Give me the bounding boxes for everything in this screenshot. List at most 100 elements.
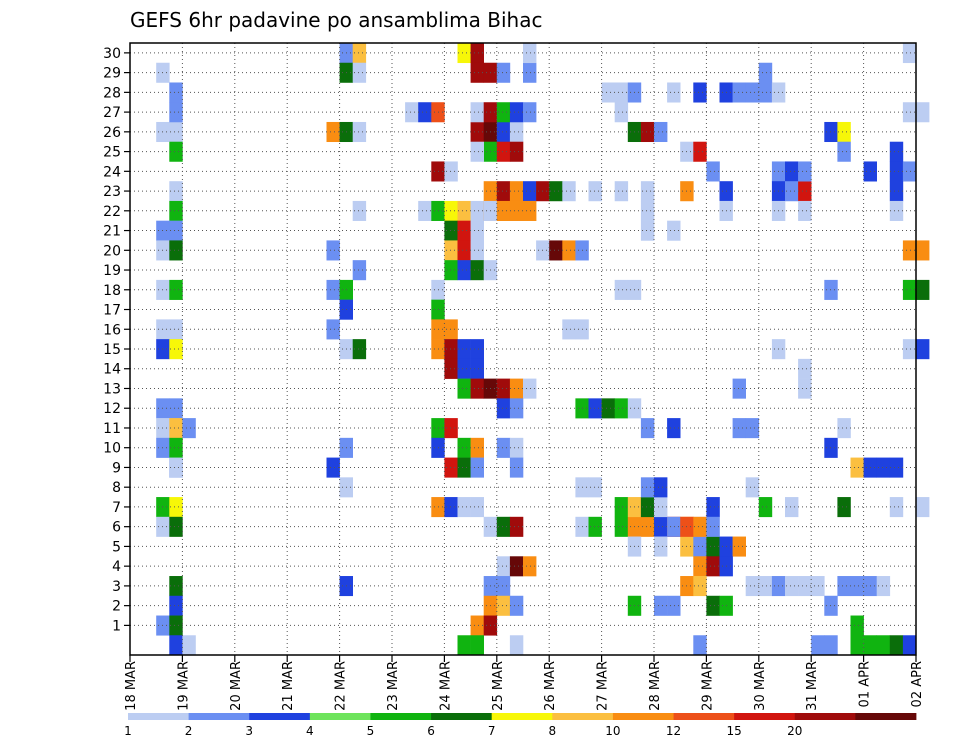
heatmap-cell — [352, 121, 367, 143]
axis-ticks: 1234567891011121314151617181920212223242… — [103, 46, 925, 711]
heatmap-cell — [470, 437, 484, 458]
heatmap-cell — [902, 102, 917, 123]
heatmap-cell — [693, 576, 707, 597]
heatmap-cell — [902, 161, 917, 182]
heatmap-cell — [863, 635, 877, 656]
x-tick-label: 22 MAR — [334, 661, 349, 711]
heatmap-cell — [457, 635, 471, 656]
heatmap-cell — [732, 418, 746, 439]
heatmap-cell — [588, 181, 602, 202]
heatmap-cell — [640, 516, 655, 537]
heatmap-cell — [470, 260, 484, 281]
heatmap-cell — [326, 279, 340, 300]
y-tick-label: 3 — [112, 579, 121, 595]
heatmap-cell — [457, 240, 471, 261]
heatmap-cell — [444, 220, 458, 241]
heatmap-cell — [601, 398, 615, 419]
heatmap-cell — [850, 576, 864, 597]
heatmap-cell — [444, 200, 458, 221]
heatmap-cell — [916, 102, 930, 123]
heatmap-cell — [470, 339, 484, 360]
y-tick-label: 10 — [103, 441, 121, 457]
heatmap-cell — [732, 82, 746, 103]
heatmap-cell — [523, 181, 537, 202]
heatmap-cell — [889, 457, 904, 478]
heatmap-cell — [745, 418, 760, 439]
heatmap-cell — [706, 161, 720, 182]
heatmap-cell — [169, 141, 183, 162]
y-tick-label: 6 — [112, 520, 121, 536]
heatmap-cell — [654, 516, 668, 537]
heatmap-cell — [850, 635, 864, 656]
heatmap-cell — [706, 536, 720, 557]
heatmap-cell — [850, 615, 864, 636]
heatmap-cell — [798, 576, 812, 597]
heatmap-cell — [352, 339, 367, 360]
heatmap-cell — [798, 161, 812, 182]
heatmap-cell — [706, 556, 720, 577]
heatmap-cell — [169, 240, 183, 261]
y-tick-label: 27 — [103, 105, 121, 121]
heatmap-cell — [889, 635, 904, 656]
x-tick-label: 24 MAR — [438, 661, 453, 711]
heatmap-cell — [588, 516, 602, 537]
heatmap-cell — [457, 339, 471, 360]
heatmap-cell — [824, 635, 838, 656]
heatmap-cell — [457, 457, 471, 478]
colorbar-swatch — [249, 713, 311, 720]
y-tick-label: 2 — [112, 599, 121, 615]
heatmap-cell — [169, 220, 183, 241]
heatmap-cell — [444, 457, 458, 478]
heatmap-cell — [614, 497, 629, 518]
y-tick-label: 22 — [103, 204, 121, 220]
heatmap-cell — [523, 378, 537, 399]
heatmap-cell — [496, 556, 511, 577]
heatmap-cell — [693, 141, 707, 162]
y-tick-label: 16 — [103, 322, 121, 338]
y-tick-label: 5 — [112, 539, 121, 555]
heatmap-cell — [182, 418, 196, 439]
colorbar-label: 3 — [245, 724, 253, 738]
heatmap-cell — [523, 62, 537, 83]
heatmap-cell — [496, 398, 511, 419]
heatmap-cell — [732, 536, 746, 557]
heatmap-cell — [889, 181, 904, 202]
heatmap-cell — [562, 181, 576, 202]
heatmap-cell — [496, 121, 511, 143]
colorbar-swatch — [188, 713, 250, 720]
heatmap-cell — [457, 220, 471, 241]
heatmap-cell — [169, 457, 183, 478]
heatmap-cell — [444, 358, 458, 379]
x-tick-label: 27 MAR — [596, 661, 611, 711]
heatmap-cell — [470, 240, 484, 261]
heatmap-cell — [889, 497, 904, 518]
heatmap-cell — [444, 260, 458, 281]
colorbar-label: 20 — [787, 724, 802, 738]
heatmap-cell — [745, 82, 760, 103]
heatmap-cell — [496, 378, 511, 399]
heatmap-cell — [693, 516, 707, 537]
colorbar-swatch — [491, 713, 553, 720]
heatmap-cell — [654, 497, 668, 518]
heatmap-cell — [470, 497, 484, 518]
heatmap-cell — [182, 635, 196, 656]
x-tick-label: 25 MAR — [491, 661, 506, 711]
heatmap-cell — [457, 200, 471, 221]
heatmap-cell — [654, 477, 668, 498]
heatmap-cell — [496, 595, 511, 616]
y-tick-label: 1 — [112, 618, 121, 634]
heatmap-cell — [169, 615, 183, 636]
heatmap-cell — [798, 200, 812, 221]
heatmap-cell — [169, 635, 183, 656]
colorbar-swatch — [309, 713, 371, 720]
heatmap-cell — [654, 595, 668, 616]
heatmap-cell — [902, 43, 917, 64]
heatmap-cell — [523, 43, 537, 64]
heatmap-cell — [785, 497, 799, 518]
heatmap-cell — [470, 62, 484, 83]
heatmap-cell — [326, 457, 340, 478]
heatmap-cell — [785, 161, 799, 182]
colorbar-swatch — [855, 713, 917, 720]
heatmap-cell — [640, 477, 655, 498]
